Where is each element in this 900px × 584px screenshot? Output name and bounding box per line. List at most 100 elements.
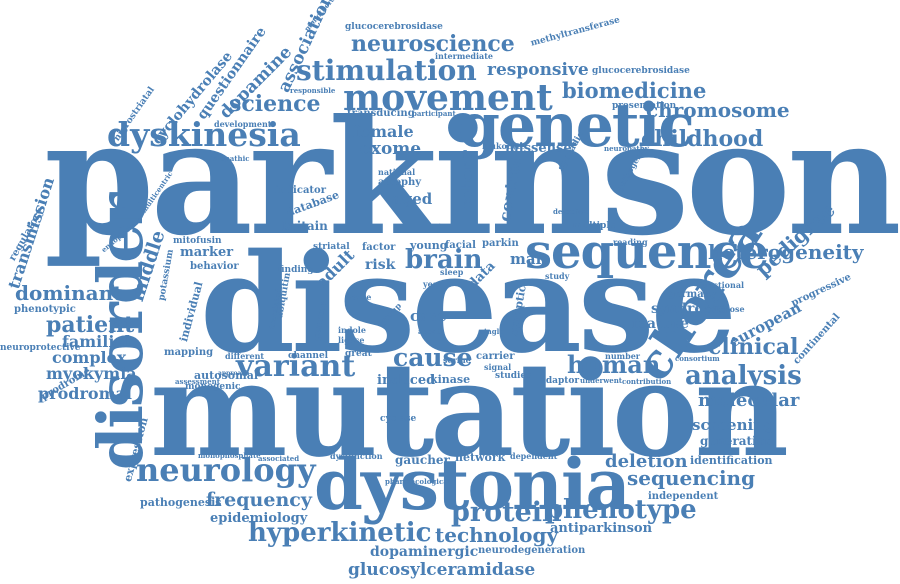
word-phenotypic: phenotypic xyxy=(14,304,76,315)
word-antiparkinson: antiparkinson xyxy=(550,521,653,536)
word-human: human xyxy=(567,350,661,379)
word-syndrome: syndrome xyxy=(651,301,728,317)
word-signal: signal xyxy=(484,362,512,372)
word-genetic: genetic xyxy=(458,91,695,161)
word-frequency: frequency xyxy=(206,489,312,511)
word-identification: identification xyxy=(690,454,773,467)
word-epidemiology: epidemiology xyxy=(210,511,308,526)
word-kinase: kinase xyxy=(430,373,471,386)
word-phenotype: phenotype xyxy=(545,495,697,525)
word-childhood: childhood xyxy=(641,126,764,152)
word-germany: germany xyxy=(668,289,717,300)
word-mutation: mutation xyxy=(150,333,789,486)
word-induced: induced xyxy=(377,373,436,388)
word-year: year xyxy=(423,279,443,289)
word-serine: serine xyxy=(443,355,471,365)
word-variant: variant xyxy=(236,349,356,384)
word-adaptor: adaptor xyxy=(540,376,580,386)
word-myokymia: myokymia xyxy=(46,364,137,383)
word-analysis: analysis xyxy=(685,361,802,391)
word-indicator: indicator xyxy=(275,185,326,196)
word-assessment: assessment xyxy=(175,377,220,386)
word-neuroprotective: neuroprotective xyxy=(0,343,81,353)
word-heterogeneity: heterogeneity xyxy=(708,240,864,264)
word-disease: disease xyxy=(200,224,737,384)
word-neurodegeneration: neurodegeneration xyxy=(478,545,586,556)
word-intermediate: intermediate xyxy=(435,51,494,61)
word-development: development xyxy=(214,119,272,129)
word-predispose: predispose xyxy=(696,304,745,314)
word-presentation: presentation xyxy=(612,101,677,111)
word-cohort: cohort xyxy=(458,155,476,210)
word-parkinson: parkinson xyxy=(44,86,900,271)
word-underwent: underwent xyxy=(580,376,623,385)
word-chromosome: chromosome xyxy=(646,98,790,122)
word-independent: independent xyxy=(648,491,719,502)
word-agent: agent xyxy=(418,327,441,336)
word-multiple: multiple xyxy=(573,221,616,231)
word-parkin: parkin xyxy=(482,238,519,249)
word-finding: finding xyxy=(278,265,314,275)
word-carrier: carrier xyxy=(476,351,515,362)
word-glucocerebrosidase-top: glucocerebrosidase xyxy=(345,22,443,32)
word-dystonia: dystonia xyxy=(314,443,631,526)
word-missense: missense xyxy=(505,141,572,156)
word-facial: facial xyxy=(445,240,476,251)
word-indole: indole xyxy=(338,325,366,335)
word-idiopathic: idiopathic xyxy=(210,154,250,163)
word-movement: movement xyxy=(343,77,553,119)
word-glucosylceramidase: glucosylceramidase xyxy=(348,560,536,580)
word-responsive: responsive xyxy=(487,60,589,80)
word-biomedicine: biomedicine xyxy=(562,78,707,103)
word-molecular: molecular xyxy=(698,390,800,411)
word-responsible: responsible xyxy=(290,86,336,95)
word-science: science xyxy=(229,91,321,117)
word-dyskinesia: dyskinesia xyxy=(107,115,301,154)
word-defective: defective xyxy=(553,207,589,216)
word-number: number xyxy=(605,351,640,361)
word-generation: generation xyxy=(700,434,774,448)
word-technology: technology xyxy=(435,523,559,547)
word-complex: complex xyxy=(52,348,127,367)
word-pathogenesis: pathogenesis xyxy=(140,496,222,509)
word-risk: risk xyxy=(365,257,396,273)
word-neuroscience: neuroscience xyxy=(351,31,515,57)
word-clinical: clinical xyxy=(708,334,799,360)
word-sleep: sleep xyxy=(440,267,464,277)
word-monophosphate: monophosphate xyxy=(198,451,261,460)
word-mapping: mapping xyxy=(164,347,214,358)
word-sequence: sequence xyxy=(525,224,769,280)
word-prodromal: prodromal xyxy=(38,384,132,403)
word-glucocerebrosidase-right: glucocerebrosidase xyxy=(592,66,690,76)
word-great: great xyxy=(345,349,372,359)
word-different: different xyxy=(225,351,265,361)
word-monogenic: monogenic xyxy=(185,382,241,392)
word-network: network xyxy=(455,451,506,464)
word-marker: marker xyxy=(180,245,234,260)
word-atrophy: atrophy xyxy=(378,177,422,188)
word-autosomal: autosomal xyxy=(194,369,259,382)
word-stimulation: stimulation xyxy=(296,54,477,87)
word-pharmacological: pharmacological xyxy=(385,477,451,486)
word-behavior: behavior xyxy=(190,261,239,272)
word-participant: participant xyxy=(412,109,456,118)
word-female: female xyxy=(353,122,414,141)
word-dominant: dominant xyxy=(15,281,123,305)
word-leukocyte: leukocyte xyxy=(482,141,526,151)
word-screening: screening xyxy=(692,416,775,434)
word-gaucher: gaucher xyxy=(395,453,450,467)
word-frame: frame xyxy=(345,292,372,302)
word-aged: aged xyxy=(392,190,433,208)
word-dopaminergic: dopaminergic xyxy=(370,544,479,560)
word-neuropathy: neuropathy xyxy=(604,144,649,153)
word-brain: brain xyxy=(405,245,483,275)
word-case: case xyxy=(410,307,447,325)
word-contribution: contribution xyxy=(622,377,672,386)
word-ligase: ligase xyxy=(338,335,365,345)
word-dysfunction: dysfunction xyxy=(330,451,383,461)
word-consortium: consortium xyxy=(675,354,720,363)
word-studies: studies xyxy=(495,371,532,381)
word-young: young xyxy=(410,239,448,252)
word-methyltransferase: methyltransferase xyxy=(529,15,622,49)
word-national: national xyxy=(378,167,416,177)
